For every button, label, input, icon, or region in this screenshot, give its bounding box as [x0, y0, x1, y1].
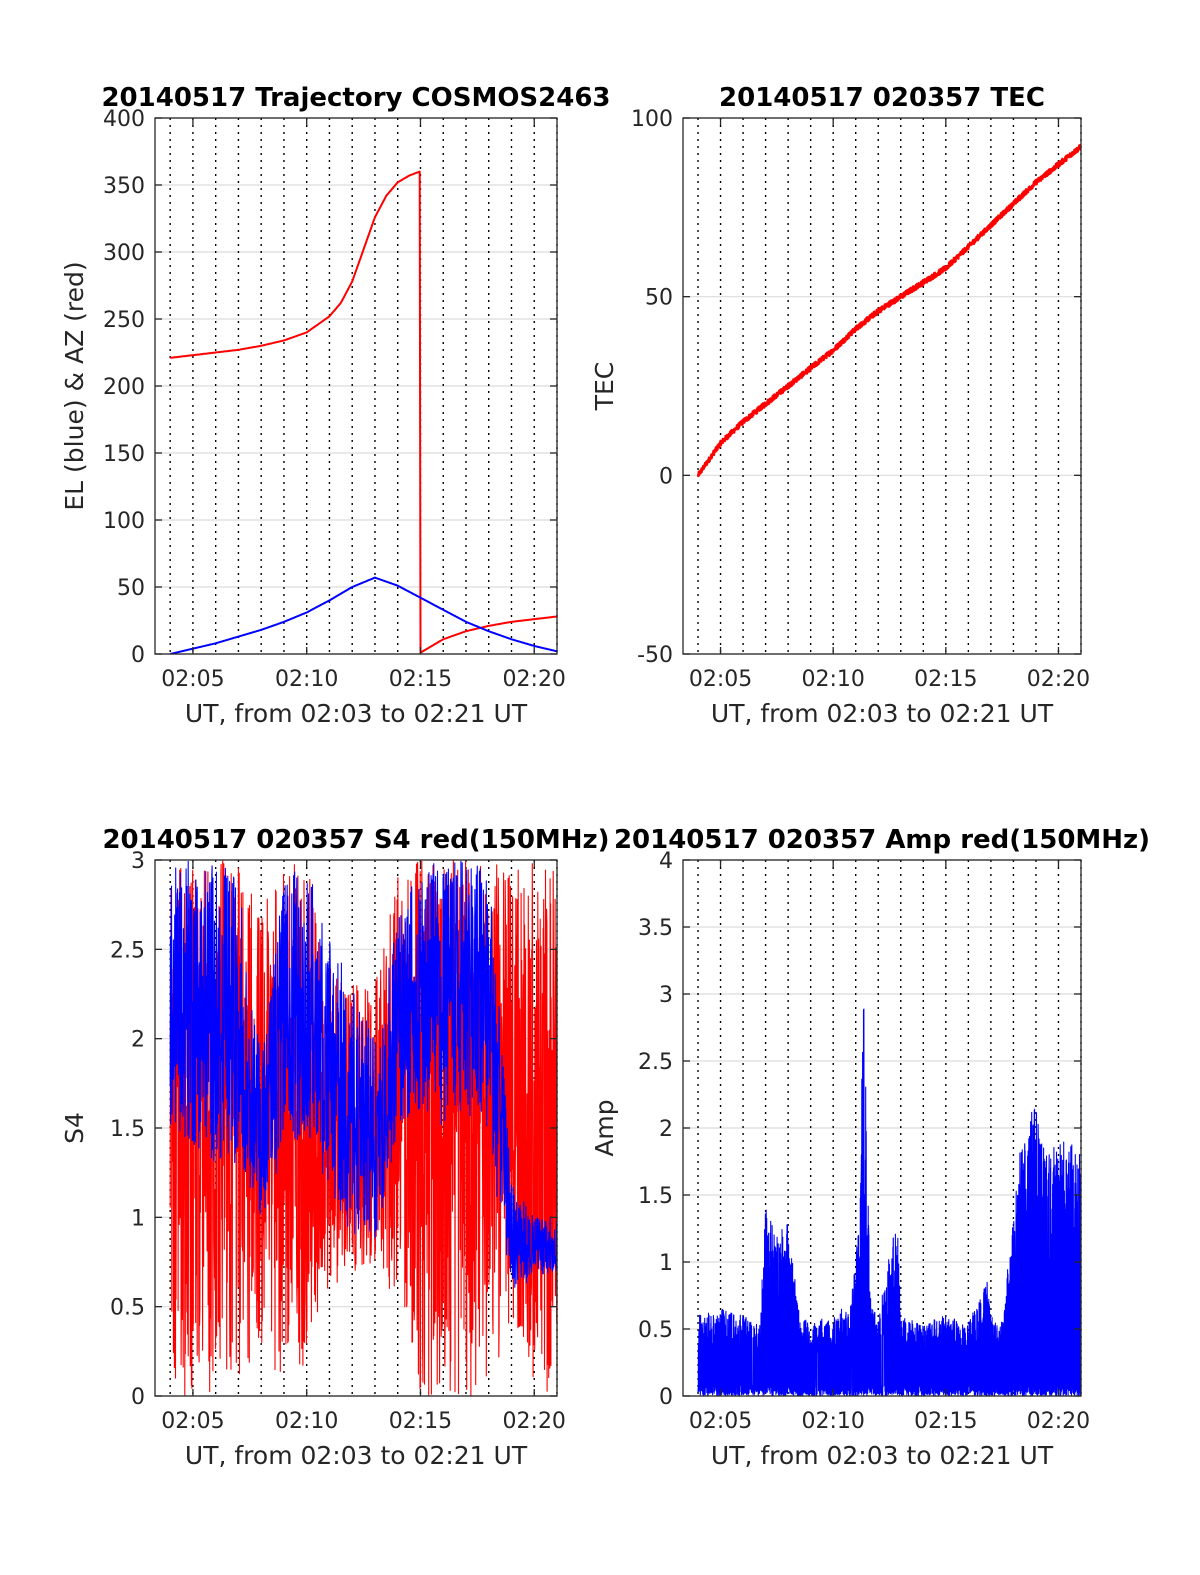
- tec-ytick-label: 50: [645, 286, 673, 311]
- amp-ytick-label: 0.5: [638, 1318, 673, 1343]
- amp-chart: 0 0.5 1 1.5 2 2.5 3 3.5 4 02:05 02:10 02:15 02:20 201…: [590, 825, 1150, 1470]
- trajectory-title: 20140517 Trajectory COSMOS2463: [101, 83, 610, 113]
- s4-xlabel: UT, from 02:03 to 02:21 UT: [185, 1441, 528, 1470]
- amp-ytick-label: 3: [659, 983, 673, 1008]
- trajectory-ytick-label: 50: [117, 576, 145, 601]
- trajectory-ytick-label: 100: [103, 509, 145, 534]
- tec-chart: -50 0 50 100 02:05 02:10 02:15 02:20 20140517 02…: [590, 83, 1090, 728]
- amp-ytick-label: 0: [659, 1385, 673, 1410]
- amp-title: 20140517 020357 Amp red(150MHz): [614, 825, 1150, 855]
- trajectory-ytick-label: 400: [103, 107, 145, 132]
- tec-xlabel: UT, from 02:03 to 02:21 UT: [711, 699, 1054, 728]
- amp-series-amp: [697, 1008, 1081, 1396]
- amp-ylabel: Amp: [590, 1099, 619, 1156]
- s4-ytick-label: 0: [131, 1385, 145, 1410]
- tec-ytick-label: 100: [631, 107, 673, 132]
- trajectory-xtick-label: 02:20: [503, 667, 566, 692]
- s4-chart: 0 0.5 1 1.5 2 2.5 3 02:05 02:10 02:15 02:20 2014051…: [60, 825, 610, 1470]
- s4-ytick-label: 1.5: [110, 1117, 145, 1142]
- trajectory-ytick-label: 250: [103, 308, 145, 333]
- trajectory-series-el: [169, 576, 557, 654]
- trajectory-xtick-label: 02:10: [275, 667, 338, 692]
- tec-ytick-label: -50: [637, 643, 673, 668]
- amp-xtick-label: 02:20: [1027, 1409, 1090, 1434]
- amp-ytick-label: 2: [659, 1117, 673, 1142]
- tec-xtick-label: 02:20: [1027, 667, 1090, 692]
- tec-ylabel: TEC: [590, 362, 619, 412]
- s4-ytick-label: 2: [131, 1028, 145, 1053]
- amp-ytick-label: 4: [659, 849, 673, 874]
- tec-axes-frame: [682, 117, 1082, 655]
- trajectory-ytick-label: 300: [103, 241, 145, 266]
- tec-xtick-label: 02:10: [801, 667, 864, 692]
- s4-ytick-label: 0.5: [110, 1296, 145, 1321]
- amp-xtick-label: 02:10: [801, 1409, 864, 1434]
- trajectory-ytick-label: 350: [103, 174, 145, 199]
- tec-series-tec: [697, 143, 1081, 478]
- trajectory-xtick-label: 02:15: [389, 667, 452, 692]
- amp-xtick-label: 02:15: [914, 1409, 977, 1434]
- s4-xtick-label: 02:05: [161, 1409, 224, 1434]
- s4-ylabel: S4: [60, 1112, 89, 1144]
- tec-title: 20140517 020357 TEC: [719, 83, 1045, 113]
- trajectory-ytick-label: 0: [131, 643, 145, 668]
- trajectory-ytick-label: 200: [103, 375, 145, 400]
- s4-ytick-label: 2.5: [110, 938, 145, 963]
- s4-xtick-label: 02:10: [275, 1409, 338, 1434]
- s4-ytick-label: 3: [131, 849, 145, 874]
- s4-series-s4-blue: [169, 860, 557, 1288]
- trajectory-chart: 0 50 100 150 200 250 300 350 400 02:05 02:10 02:15 0…: [60, 83, 611, 728]
- trajectory-ytick-label: 150: [103, 442, 145, 467]
- s4-xtick-label: 02:20: [503, 1409, 566, 1434]
- amp-xlabel: UT, from 02:03 to 02:21 UT: [711, 1441, 1054, 1470]
- trajectory-series-az: [169, 170, 557, 654]
- tec-xtick-label: 02:15: [914, 667, 977, 692]
- tec-xtick-label: 02:05: [689, 667, 752, 692]
- s4-xtick-label: 02:15: [389, 1409, 452, 1434]
- amp-xtick-label: 02:05: [689, 1409, 752, 1434]
- amp-ytick-label: 1: [659, 1251, 673, 1276]
- trajectory-xlabel: UT, from 02:03 to 02:21 UT: [185, 699, 528, 728]
- s4-ytick-label: 1: [131, 1206, 145, 1231]
- amp-ytick-label: 2.5: [638, 1050, 673, 1075]
- trajectory-ylabel: EL (blue) & AZ (red): [60, 261, 89, 510]
- amp-ytick-label: 1.5: [638, 1184, 673, 1209]
- trajectory-xtick-label: 02:05: [161, 667, 224, 692]
- amp-ytick-label: 3.5: [638, 916, 673, 941]
- s4-title: 20140517 020357 S4 red(150MHz): [102, 825, 609, 855]
- tec-ytick-label: 0: [659, 464, 673, 489]
